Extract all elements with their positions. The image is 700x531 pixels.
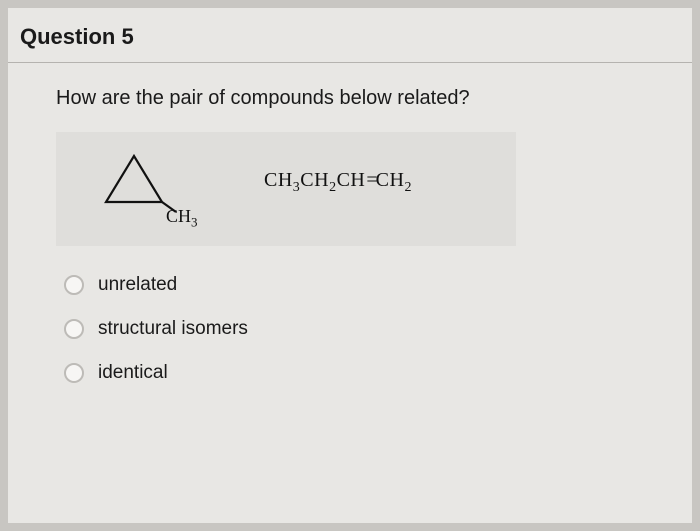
question-prompt: How are the pair of compounds below rela… xyxy=(56,87,660,110)
formula-s4: 2 xyxy=(404,180,412,195)
ch3-text: CH xyxy=(166,206,191,226)
radio-icon[interactable] xyxy=(64,275,84,295)
option-unrelated[interactable]: unrelated xyxy=(64,274,660,296)
question-header: Question 5 xyxy=(8,8,692,63)
compound-right-formula: CH3CH2CH=CH2 xyxy=(264,169,412,196)
option-label: structural isomers xyxy=(98,318,248,340)
formula-p4: CH xyxy=(376,169,405,191)
option-label: unrelated xyxy=(98,274,177,296)
option-label: identical xyxy=(98,362,168,384)
formula-s2: 2 xyxy=(329,180,337,195)
compounds-figure: CH3 CH3CH2CH=CH2 xyxy=(56,132,516,246)
ch3-substituent-label: CH3 xyxy=(166,206,198,231)
options-list: unrelated structural isomers identical xyxy=(56,274,660,384)
option-identical[interactable]: identical xyxy=(64,362,660,384)
formula-p3: CH xyxy=(337,169,366,191)
option-structural-isomers[interactable]: structural isomers xyxy=(64,318,660,340)
formula-dbl: = xyxy=(365,169,375,191)
ch3-sub: 3 xyxy=(191,215,198,230)
formula-p1: CH xyxy=(264,169,293,191)
radio-icon[interactable] xyxy=(64,363,84,383)
question-body: How are the pair of compounds below rela… xyxy=(8,63,692,426)
question-page: Question 5 How are the pair of compounds… xyxy=(8,8,692,523)
compound-left: CH3 xyxy=(84,150,204,232)
radio-icon[interactable] xyxy=(64,319,84,339)
formula-p2: CH xyxy=(300,169,329,191)
